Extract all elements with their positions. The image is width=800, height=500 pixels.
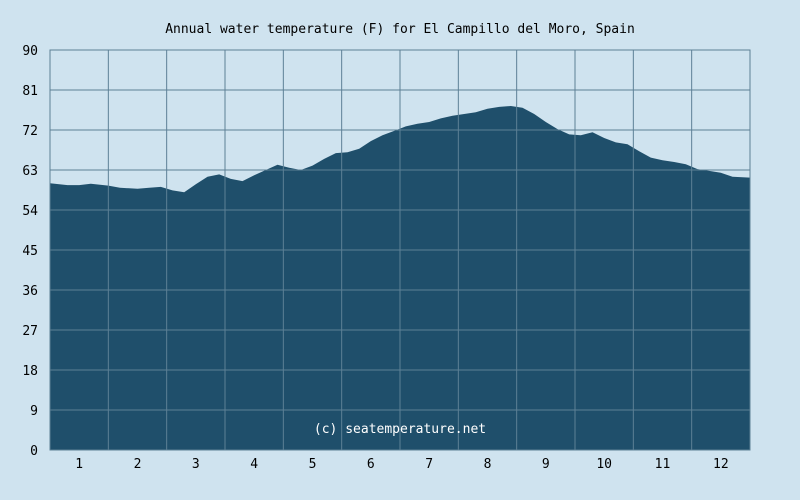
x-tick-label: 7 (425, 457, 433, 472)
x-tick-label: 10 (596, 457, 612, 472)
y-tick-label: 18 (22, 364, 38, 379)
x-tick-label: 12 (713, 457, 729, 472)
x-axis-ticks: 1 2 3 4 5 6 7 8 9 10 11 12 (75, 457, 728, 472)
y-tick-label: 9 (30, 404, 38, 419)
x-tick-label: 11 (655, 457, 671, 472)
y-tick-label: 90 (22, 44, 38, 59)
x-tick-label: 4 (250, 457, 258, 472)
y-tick-label: 0 (30, 444, 38, 459)
y-axis-ticks: 0 9 18 27 36 45 54 63 72 81 90 (22, 44, 38, 459)
x-tick-label: 2 (134, 457, 142, 472)
chart-title: Annual water temperature (F) for El Camp… (165, 22, 635, 37)
x-tick-label: 6 (367, 457, 375, 472)
y-tick-label: 36 (22, 284, 38, 299)
grid-overlay (49, 49, 751, 451)
y-tick-label: 54 (22, 204, 38, 219)
x-tick-label: 5 (309, 457, 317, 472)
y-tick-label: 27 (22, 324, 38, 339)
y-tick-label: 81 (22, 84, 38, 99)
x-tick-label: 8 (484, 457, 492, 472)
x-tick-label: 9 (542, 457, 550, 472)
y-tick-label: 72 (22, 124, 38, 139)
credit-watermark: (c) seatemperature.net (314, 422, 486, 437)
y-tick-label: 45 (22, 244, 38, 259)
x-tick-label: 1 (75, 457, 83, 472)
x-tick-label: 3 (192, 457, 200, 472)
y-tick-label: 63 (22, 164, 38, 179)
